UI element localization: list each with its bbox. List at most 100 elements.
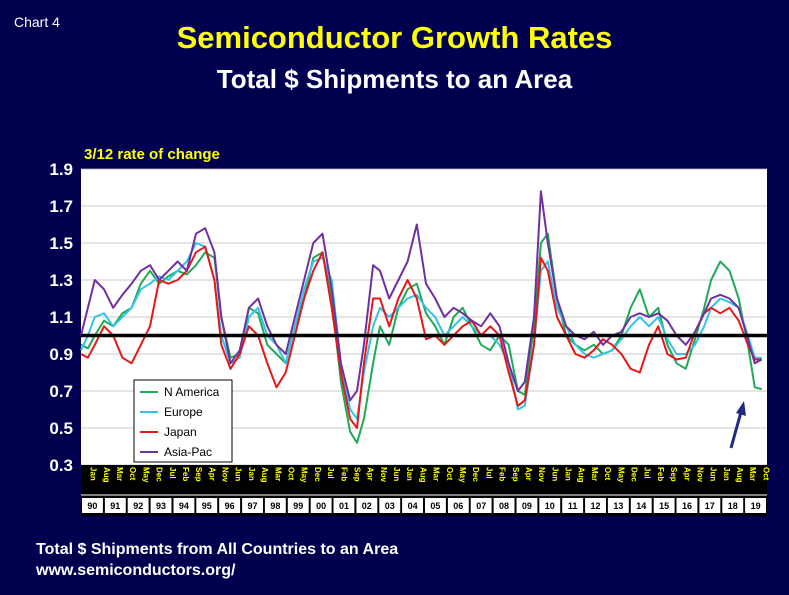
series-line-japan	[80, 245, 762, 429]
year-tick-box	[379, 498, 401, 513]
year-tick-label: 16	[682, 501, 692, 511]
month-tick-label: Jan	[247, 467, 256, 481]
year-tick-label: 04	[408, 501, 418, 511]
year-tick-box	[264, 498, 286, 513]
arrow-annotation	[729, 401, 746, 449]
year-tick-label: 08	[499, 501, 509, 511]
year-tick-label: 94	[179, 501, 189, 511]
year-tick-label: 07	[476, 501, 486, 511]
year-tick-label: 97	[247, 501, 257, 511]
year-tick-box	[287, 498, 309, 513]
month-tick-label: Sep	[352, 467, 361, 482]
year-tick-label: 15	[659, 501, 669, 511]
month-tick-label: Mar	[590, 467, 599, 481]
legend-label: Japan	[164, 425, 197, 439]
month-tick-label: Aug	[735, 467, 744, 483]
year-tick-label: 14	[636, 501, 646, 511]
year-tick-box	[310, 498, 332, 513]
year-tick-labels: 90 91 92 93 94 95 96 97 98 99 00 01 02 03 04 05 06 07 08 09…	[82, 498, 766, 513]
y-tick-label: 0.5	[49, 419, 73, 438]
year-tick-box	[493, 498, 515, 513]
year-tick-label: 11	[568, 501, 578, 511]
month-tick-label: Jun	[392, 467, 401, 481]
year-tick-box	[150, 498, 172, 513]
series-line-europe	[80, 242, 762, 420]
year-tick-label: 03	[385, 501, 395, 511]
month-tick-label: Oct	[761, 467, 770, 481]
year-tick-label: 99	[293, 501, 303, 511]
year-tick-box	[699, 498, 721, 513]
year-tick-box	[219, 498, 241, 513]
year-tick-label: 90	[87, 501, 97, 511]
footer-url[interactable]: www.semiconductors.org/	[36, 562, 236, 579]
y-tick-label: 1.7	[49, 197, 73, 216]
month-tick-label: Jul	[168, 467, 177, 479]
year-tick-box	[242, 498, 263, 513]
month-tick-label: Feb	[656, 467, 665, 481]
year-tick-label: 91	[110, 501, 120, 511]
month-tick-label: Jun	[709, 467, 718, 481]
year-tick-box	[173, 498, 195, 513]
year-tick-box	[402, 498, 423, 513]
y-tick-label: 0.9	[49, 345, 73, 364]
y-tick-label: 1.9	[49, 160, 73, 179]
year-tick-label: 05	[430, 501, 440, 511]
month-tick-label: Jun	[234, 467, 243, 481]
y-tick-label: 0.7	[49, 382, 73, 401]
year-tick-box	[722, 498, 744, 513]
year-tick-box	[470, 498, 492, 513]
month-tick-label: May	[141, 467, 150, 483]
month-tick-label: Dec	[630, 467, 639, 482]
year-tick-label: 98	[270, 501, 280, 511]
month-tick-label: Nov	[379, 467, 388, 483]
y-tick-label: 1.5	[49, 234, 73, 253]
year-tick-label: 95	[202, 501, 212, 511]
legend-label: Asia-Pac	[164, 445, 212, 459]
month-tick-label: Apr	[682, 467, 691, 481]
month-tick-label: Nov	[695, 467, 704, 483]
year-tick-label: 10	[545, 501, 555, 511]
year-tick-box	[82, 498, 103, 513]
year-tick-box	[585, 498, 606, 513]
series-line-asia-pac	[80, 190, 763, 402]
month-tick-label: Apr	[524, 467, 533, 481]
year-tick-box	[196, 498, 218, 513]
month-tick-label: Jul	[484, 467, 493, 479]
year-tick-box	[425, 498, 446, 513]
year-tick-box	[676, 498, 698, 513]
year-tick-label: 02	[362, 501, 372, 511]
x-axis-band	[81, 465, 767, 516]
year-tick-box	[607, 498, 629, 513]
year-tick-label: 92	[133, 501, 143, 511]
arrow-head	[736, 401, 746, 416]
month-tick-label: May	[616, 467, 625, 483]
month-tick-label: Jan	[564, 467, 573, 481]
year-tick-box	[333, 498, 355, 513]
month-tick-label: Nov	[221, 467, 230, 483]
year-tick-label: 12	[590, 501, 600, 511]
year-tick-label: 18	[728, 501, 738, 511]
month-tick-label: Jan	[405, 467, 414, 481]
year-tick-label: 06	[453, 501, 463, 511]
series-lines	[80, 190, 763, 444]
year-tick-label: 17	[705, 501, 715, 511]
year-tick-label: 00	[316, 501, 326, 511]
month-tick-label: Apr	[207, 467, 216, 481]
month-tick-label: Jan	[89, 467, 98, 481]
month-tick-label: Mar	[748, 467, 757, 481]
month-tick-label: Dec	[313, 467, 322, 482]
month-tick-label: Aug	[418, 467, 427, 483]
year-tick-box	[653, 498, 675, 513]
legend-label: N America	[164, 385, 220, 399]
month-tick-label: Sep	[194, 467, 203, 482]
month-tick-label: Sep	[669, 467, 678, 482]
month-tick-label: Feb	[181, 467, 190, 481]
year-tick-label: 09	[522, 501, 532, 511]
y-tick-label: 1.1	[49, 308, 73, 327]
month-tick-label: Apr	[366, 467, 375, 481]
month-tick-label: Mar	[273, 467, 282, 481]
month-tick-label: May	[300, 467, 309, 483]
year-tick-label: 01	[339, 501, 349, 511]
chart-number: Chart 4	[14, 14, 60, 30]
year-tick-box	[630, 498, 652, 513]
